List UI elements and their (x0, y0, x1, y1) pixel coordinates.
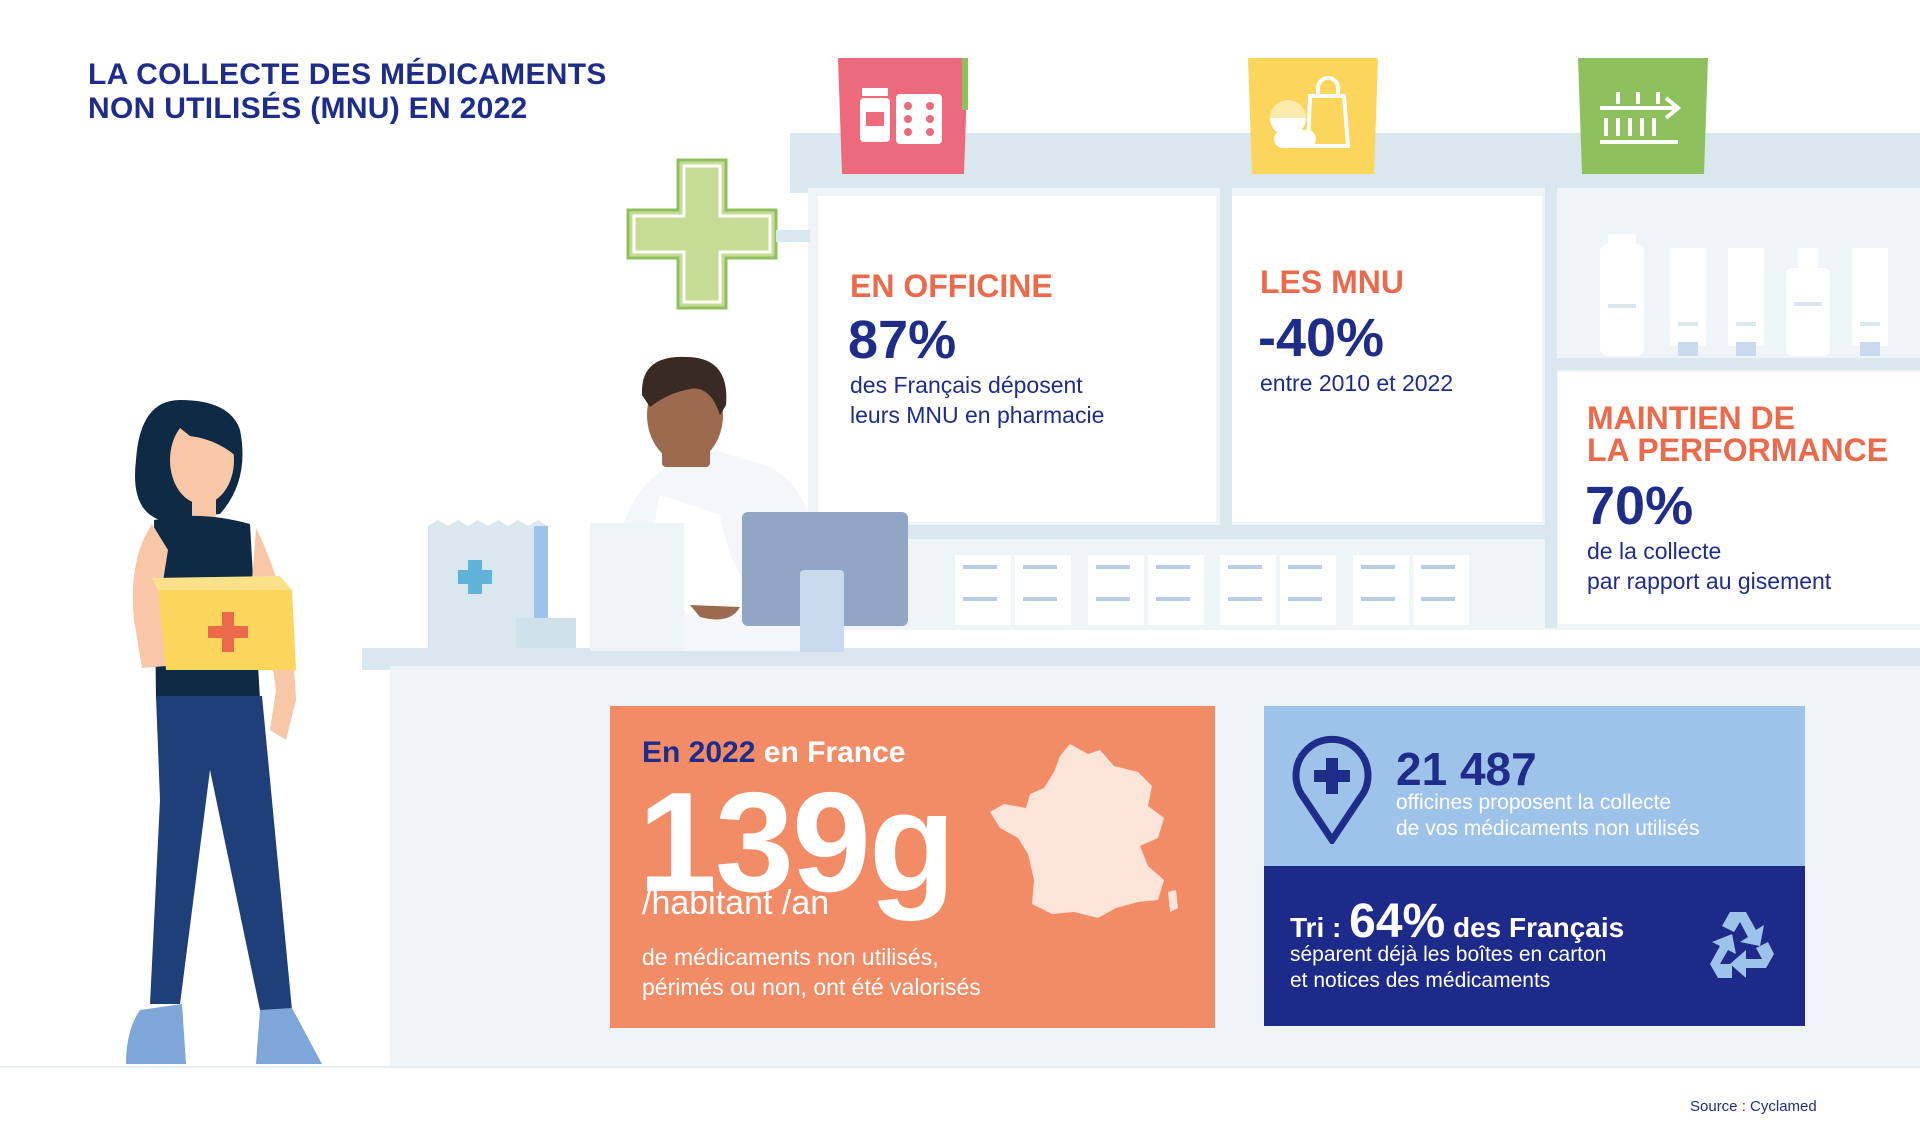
panel-officine (818, 196, 1216, 522)
france-stat-desc-line: de médicaments non utilisés, (642, 944, 939, 970)
france-stat-year: En 2022 (642, 736, 756, 769)
tri-stat-desc-line: et notices des médicaments (1290, 969, 1551, 992)
performance-desc: de la collecte par rapport au gisement (1587, 536, 1831, 596)
shelf-divider (1220, 188, 1232, 528)
customer-illustration (126, 400, 322, 1064)
boxes-illustration (955, 555, 1469, 625)
tri-stat-desc: séparent déjà les boîtes en carton et no… (1290, 942, 1606, 994)
performance-desc-line: par rapport au gisement (1587, 568, 1832, 594)
mnu-value: -40% (1258, 308, 1385, 368)
mnu-desc: entre 2010 et 2022 (1260, 370, 1454, 396)
pharmacist-illustration (590, 356, 820, 651)
mnu-heading: LES MNU (1260, 264, 1404, 300)
panel-mnu (1232, 196, 1542, 522)
france-stat-place: en France (755, 736, 906, 769)
officine-heading: EN OFFICINE (850, 268, 1053, 304)
tri-stat-value: 64% (1349, 895, 1446, 948)
medicine-icon (838, 58, 968, 174)
officines-stat-desc: officines proposent la collecte de vos m… (1396, 790, 1700, 842)
shelf-divider (808, 525, 1548, 539)
france-stat-heading: En 2022 en France (642, 736, 905, 770)
pharmacy-cross-icon (626, 158, 778, 310)
performance-heading: MAINTIEN DE LA PERFORMANCE (1587, 402, 1888, 466)
officine-desc-line: des Français déposent (850, 372, 1083, 398)
recycle-icon (1710, 912, 1774, 978)
france-map-icon (990, 744, 1178, 918)
france-stat-box: En 2022 en France 139g /habitant /an de … (610, 706, 1215, 1028)
france-stat-desc: de médicaments non utilisés, périmés ou … (642, 942, 981, 1002)
tri-stat-box: Tri : 64% des Français séparent déjà les… (1264, 866, 1805, 1026)
floor (0, 1068, 1920, 1139)
officines-stat-box: 21 487 officines proposent la collecte d… (1264, 706, 1805, 866)
shelf-divider (776, 230, 810, 242)
tri-stat-suffix: des Français (1445, 912, 1625, 943)
shelf-divider (1545, 188, 1557, 628)
performance-desc-line: de la collecte (1587, 538, 1722, 564)
title-line: LA COLLECTE DES MÉDICAMENTS (88, 58, 607, 91)
performance-heading-line: LA PERFORMANCE (1587, 432, 1889, 468)
monitor-illustration (742, 512, 908, 652)
performance-heading-line: MAINTIEN DE (1587, 400, 1795, 436)
france-stat-unit: /habitant /an (642, 884, 830, 922)
waste-bag-icon (1248, 58, 1378, 174)
source-note: Source : Cyclamed (1690, 1098, 1817, 1115)
bottles-illustration (1600, 234, 1888, 356)
location-pin-icon (1292, 735, 1372, 844)
france-stat-value: 139g (638, 763, 956, 922)
panel-performance (1558, 372, 1920, 624)
france-stat-desc-line: périmés ou non, ont été valorisés (642, 974, 981, 1000)
performance-value: 70% (1585, 476, 1694, 536)
tri-stat-heading: Tri : 64% des Français (1290, 894, 1624, 949)
officine-value: 87% (848, 310, 957, 370)
officines-stat-value: 21 487 (1396, 743, 1537, 795)
page-title: LA COLLECTE DES MÉDICAMENTS NON UTILISÉS… (88, 58, 607, 126)
officine-desc: des Français déposent leurs MNU en pharm… (850, 370, 1104, 430)
shelf-divider (1557, 358, 1920, 370)
officines-stat-desc-line: officines proposent la collecte (1396, 791, 1672, 814)
title-line: NON UTILISÉS (MNU) EN 2022 (88, 92, 528, 125)
tri-stat-label: Tri : (1290, 912, 1350, 943)
sorting-arrow-icon (1578, 58, 1708, 174)
keyboard-tray (516, 618, 576, 648)
officine-desc-line: leurs MNU en pharmacie (850, 402, 1105, 428)
paper-bag-illustration (428, 520, 548, 648)
officines-stat-desc-line: de vos médicaments non utilisés (1396, 817, 1700, 840)
tri-stat-desc-line: séparent déjà les boîtes en carton (1290, 943, 1607, 966)
counter-top (362, 648, 1920, 670)
